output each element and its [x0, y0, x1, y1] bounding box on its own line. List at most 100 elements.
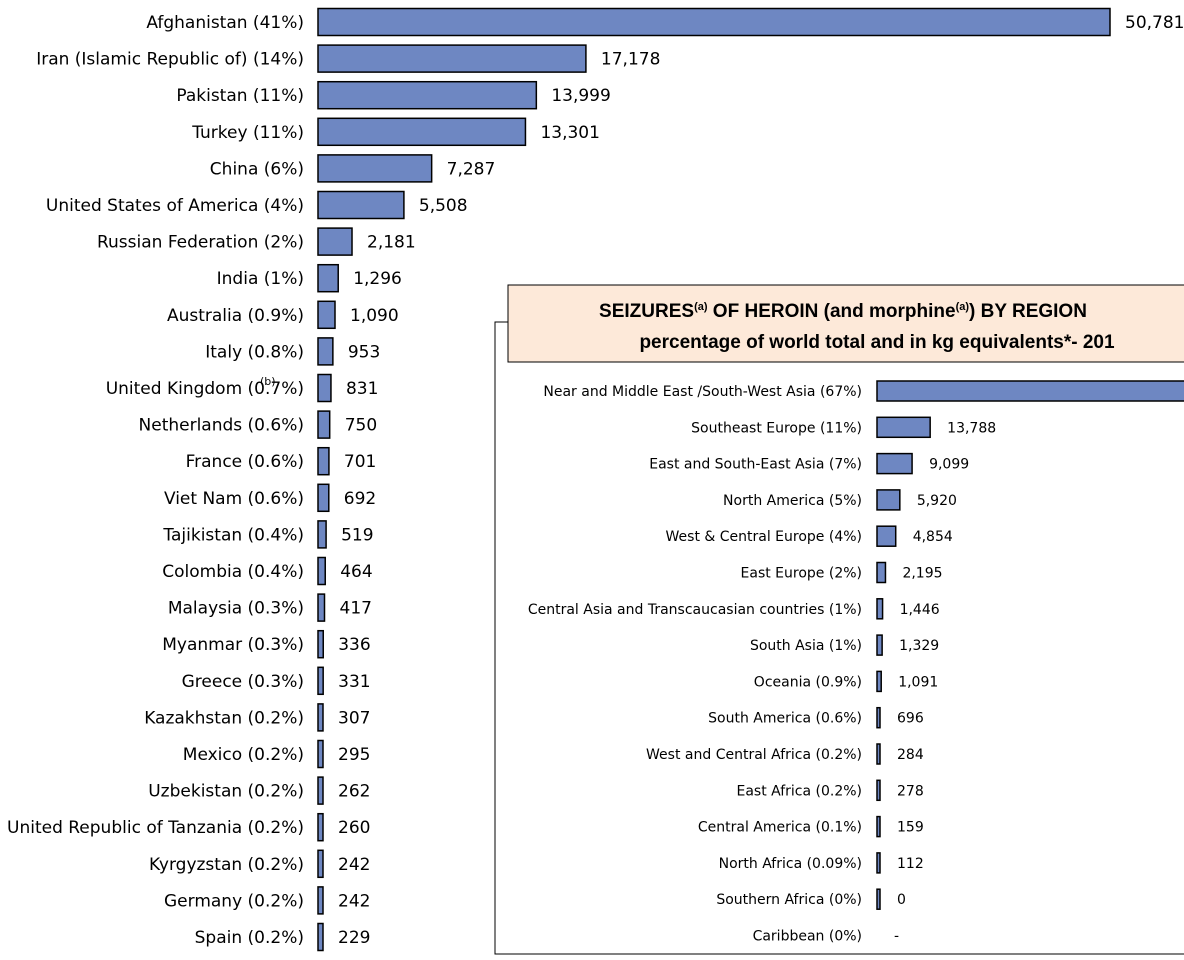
- country-value-kyrgyzstan: 242: [338, 855, 370, 875]
- country-value-viet-nam: 692: [344, 489, 376, 509]
- country-value-uzbekistan: 262: [338, 782, 370, 802]
- country-label-mexico: Mexico (0.2%): [183, 745, 304, 765]
- country-bar-mexico: [318, 741, 323, 768]
- country-bar-france: [318, 448, 329, 475]
- country-bar-russian-federation: [318, 228, 352, 255]
- country-label-afghanistan: Afghanistan (41%): [146, 13, 304, 33]
- region-bar-oceania: [877, 671, 881, 691]
- country-bar-viet-nam: [318, 484, 329, 511]
- country-label-united-states-of-america: United States of America (4%): [46, 196, 304, 216]
- region-label-south-america: South America (0.6%): [708, 711, 862, 727]
- region-label-central-america: Central America (0.1%): [698, 820, 862, 836]
- country-bar-netherlands: [318, 411, 330, 438]
- country-bar-pakistan: [318, 82, 536, 109]
- country-value-china: 7,287: [447, 159, 496, 179]
- country-bar-afghanistan: [318, 9, 1110, 36]
- country-label-greece: Greece (0.3%): [182, 672, 304, 692]
- region-label-north-america: North America (5%): [723, 493, 862, 509]
- region-bar-south-asia: [877, 635, 882, 655]
- country-value-germany: 242: [338, 891, 370, 911]
- region-value-east-and-south-east-asia: 9,099: [929, 457, 969, 473]
- country-value-iran: 17,178: [601, 50, 660, 70]
- country-label-india: India (1%): [217, 269, 304, 289]
- country-label-united-republic-of-tanzania: United Republic of Tanzania (0.2%): [7, 818, 304, 838]
- country-label-uzbekistan: Uzbekistan (0.2%): [148, 782, 304, 802]
- region-value-south-asia: 1,329: [899, 638, 939, 654]
- country-bar-malaysia: [318, 594, 325, 621]
- country-value-united-states-of-america: 5,508: [419, 196, 468, 216]
- country-bar-united-states-of-america: [318, 192, 404, 219]
- country-bar-italy: [318, 338, 333, 365]
- region-bar-near-and-middle-east-south-west-asia: [877, 381, 1184, 401]
- country-bar-kazakhstan: [318, 704, 323, 731]
- country-value-kazakhstan: 307: [338, 708, 370, 728]
- country-value-myanmar: 336: [338, 635, 370, 655]
- country-label-kazakhstan: Kazakhstan (0.2%): [144, 708, 304, 728]
- region-bar-central-asia-and-transcaucasian-countries: [877, 599, 883, 619]
- country-bar-kyrgyzstan: [318, 850, 323, 877]
- region-title-line2: percentage of world total and in kg equi…: [639, 332, 1115, 353]
- region-label-southern-africa: Southern Africa (0%): [716, 892, 862, 908]
- country-label-spain: Spain (0.2%): [195, 928, 304, 948]
- region-bar-south-america: [877, 708, 880, 728]
- region-label-west-and-central-africa: West and Central Africa (0.2%): [646, 747, 862, 763]
- country-label-pakistan: Pakistan (11%): [176, 86, 304, 106]
- region-bar-central-america: [877, 817, 880, 837]
- country-label-iran: Iran (Islamic Republic of) (14%): [36, 50, 304, 70]
- country-value-mexico: 295: [338, 745, 370, 765]
- country-label-kyrgyzstan: Kyrgyzstan (0.2%): [149, 855, 304, 875]
- region-value-west-and-central-africa: 284: [897, 747, 924, 763]
- region-label-central-asia-and-transcaucasian-countries: Central Asia and Transcaucasian countrie…: [528, 602, 862, 618]
- country-label-tajikistan: Tajikistan (0.4%): [162, 525, 304, 545]
- region-value-central-asia-and-transcaucasian-countries: 1,446: [900, 602, 940, 618]
- country-label-viet-nam: Viet Nam (0.6%): [164, 489, 304, 509]
- country-label-colombia: Colombia (0.4%): [162, 562, 304, 582]
- region-value-north-africa: 112: [897, 856, 924, 872]
- country-label-france: France (0.6%): [186, 452, 304, 472]
- region-label-west-central-europe: West & Central Europe (4%): [666, 529, 862, 545]
- region-title-line1: SEIZURES(a) OF HEROIN (and morphine(a)) …: [599, 301, 1087, 322]
- country-bar-tajikistan: [318, 521, 326, 548]
- region-value-oceania: 1,091: [898, 674, 938, 690]
- country-bar-spain: [318, 924, 323, 951]
- region-value-caribbean: -: [894, 929, 899, 945]
- country-bar-iran: [318, 45, 586, 72]
- country-label-myanmar: Myanmar (0.3%): [162, 635, 304, 655]
- region-bar-southern-africa: [877, 889, 880, 909]
- country-label-turkey: Turkey (11%): [191, 123, 304, 143]
- country-value-pakistan: 13,999: [551, 86, 610, 106]
- region-bar-east-africa: [877, 780, 880, 800]
- region-label-east-and-south-east-asia: East and South-East Asia (7%): [649, 457, 862, 473]
- country-bar-myanmar: [318, 631, 323, 658]
- footnote-marker: (b): [260, 375, 276, 388]
- region-label-caribbean: Caribbean (0%): [753, 929, 862, 945]
- region-value-central-america: 159: [897, 820, 924, 836]
- region-label-oceania: Oceania (0.9%): [754, 674, 862, 690]
- country-bar-germany: [318, 887, 323, 914]
- country-bar-greece: [318, 667, 323, 694]
- region-bar-southeast-europe: [877, 417, 930, 437]
- region-value-southern-africa: 0: [897, 892, 906, 908]
- region-label-southeast-europe: Southeast Europe (11%): [691, 420, 862, 436]
- country-value-greece: 331: [338, 672, 370, 692]
- country-label-russian-federation: Russian Federation (2%): [97, 233, 304, 253]
- country-label-australia: Australia (0.9%): [167, 306, 304, 326]
- region-bar-west-central-europe: [877, 526, 896, 546]
- country-bar-colombia: [318, 558, 325, 585]
- region-value-southeast-europe: 13,788: [947, 420, 996, 436]
- country-bar-india: [318, 265, 338, 292]
- country-label-china: China (6%): [210, 159, 304, 179]
- region-label-east-europe: East Europe (2%): [741, 566, 862, 582]
- region-value-east-africa: 278: [897, 783, 924, 799]
- region-bar-north-america: [877, 490, 900, 510]
- region-value-east-europe: 2,195: [902, 566, 942, 582]
- country-bar-australia: [318, 301, 335, 328]
- region-label-north-africa: North Africa (0.09%): [719, 856, 862, 872]
- country-label-italy: Italy (0.8%): [205, 342, 304, 362]
- country-value-italy: 953: [348, 342, 380, 362]
- region-value-west-central-europe: 4,854: [913, 529, 953, 545]
- region-bar-west-and-central-africa: [877, 744, 880, 764]
- country-value-turkey: 13,301: [540, 123, 599, 143]
- country-label-malaysia: Malaysia (0.3%): [168, 599, 304, 619]
- region-panel: SEIZURES(a) OF HEROIN (and morphine(a)) …: [495, 285, 1184, 954]
